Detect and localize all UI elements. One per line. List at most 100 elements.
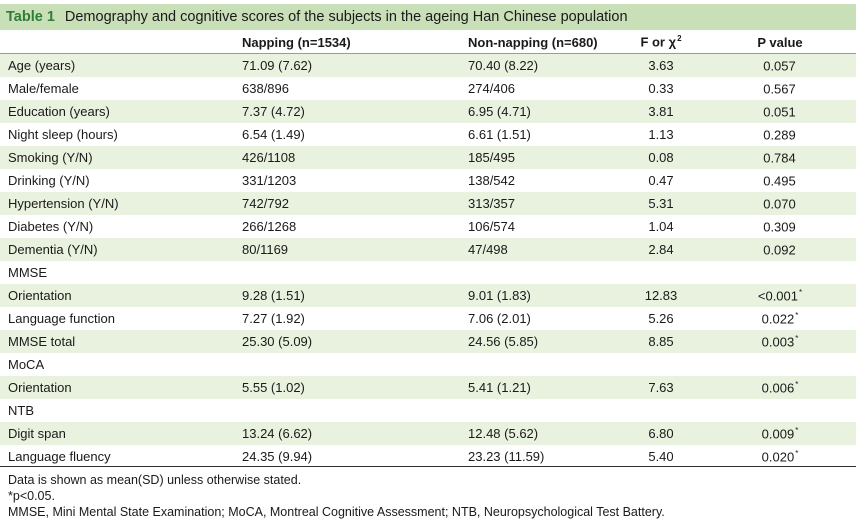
cell-napping: 5.55 (1.02) <box>234 376 460 399</box>
row-label: Orientation <box>0 376 234 399</box>
row-label-text: Digit span <box>8 426 66 441</box>
row-label-text: Orientation <box>8 380 72 395</box>
cell-non-napping: 7.06 (2.01) <box>460 307 618 330</box>
cell-p-value: 0.051 <box>704 100 856 123</box>
cell-non-napping-text: 70.40 (8.22) <box>468 58 539 73</box>
significance-marker: * <box>795 379 799 389</box>
row-label: Orientation <box>0 284 234 307</box>
cell-non-napping: 70.40 (8.22) <box>460 54 618 77</box>
cell-napping-text: 71.09 (7.62) <box>242 58 313 73</box>
cell-f-chi: 0.33 <box>618 77 704 100</box>
cell-non-napping-text: 185/495 <box>468 150 515 165</box>
cell-napping: 426/1108 <box>234 146 460 169</box>
cell-p-value: <0.001* <box>704 284 856 307</box>
significance-marker: * <box>799 287 803 297</box>
cell-napping-text: 331/1203 <box>242 173 297 188</box>
cell-f-chi: 0.47 <box>618 169 704 192</box>
table-row: Dementia (Y/N) 80/1169 47/498 2.84 0.092 <box>0 238 856 261</box>
table-row: Orientation 9.28 (1.51) 9.01 (1.83) 12.83 <0… <box>0 284 856 307</box>
cell-f-chi-text: 1.13 <box>648 127 674 142</box>
cell-p-value <box>704 399 856 422</box>
row-label: MMSE total <box>0 330 234 353</box>
cell-napping: 6.54 (1.49) <box>234 123 460 146</box>
cell-napping: 71.09 (7.62) <box>234 54 460 77</box>
table-row: Language function 7.27 (1.92) 7.06 (2.01) 5… <box>0 307 856 330</box>
cell-p-value-text: 0.784 <box>763 150 796 166</box>
cell-non-napping <box>460 353 618 376</box>
table-row: MMSE total 25.30 (5.09) 24.56 (5.85) 8.85 0.… <box>0 330 856 353</box>
table-row: MMSE <box>0 261 856 284</box>
cell-p-value-text: 0.006 <box>761 380 795 396</box>
row-label-text: Language function <box>8 311 115 326</box>
row-label: MoCA <box>0 353 234 376</box>
cell-non-napping-text: 7.06 (2.01) <box>468 311 531 326</box>
cell-p-value: 0.784 <box>704 146 856 169</box>
cell-non-napping-text: 313/357 <box>468 196 515 211</box>
cell-napping-text: 13.24 (6.62) <box>242 426 313 441</box>
cell-napping: 638/896 <box>234 77 460 100</box>
cell-non-napping: 138/542 <box>460 169 618 192</box>
row-label: Smoking (Y/N) <box>0 146 234 169</box>
row-label-text: Education (years) <box>8 104 110 119</box>
cell-non-napping-text: 23.23 (11.59) <box>468 449 545 464</box>
cell-non-napping-text: 9.01 (1.83) <box>468 288 531 303</box>
cell-napping: 9.28 (1.51) <box>234 284 460 307</box>
row-label-text: Night sleep (hours) <box>8 127 118 142</box>
row-label-text: Hypertension (Y/N) <box>8 196 119 211</box>
cell-napping-text: 25.30 (5.09) <box>242 334 313 349</box>
table-row: Male/female 638/896 274/406 0.33 0.567 <box>0 77 856 100</box>
header-f-chi-sup: 2 <box>677 34 682 44</box>
cell-f-chi-text: 1.04 <box>648 219 674 234</box>
row-label-text: Age (years) <box>8 58 76 73</box>
header-p-value: P value <box>757 34 803 50</box>
cell-napping-text: 7.27 (1.92) <box>242 311 305 326</box>
row-label: Age (years) <box>0 54 234 77</box>
cell-f-chi: 3.63 <box>618 54 704 77</box>
cell-f-chi <box>618 399 704 422</box>
row-label-text: Smoking (Y/N) <box>8 150 93 165</box>
cell-napping: 25.30 (5.09) <box>234 330 460 353</box>
cell-napping-text: 6.54 (1.49) <box>242 127 305 142</box>
header-napping: Napping (n=1534) <box>242 34 351 50</box>
cell-f-chi: 8.85 <box>618 330 704 353</box>
cell-p-value: 0.009* <box>704 422 856 445</box>
caption-text: Demography and cognitive scores of the s… <box>64 9 628 25</box>
cell-f-chi: 1.04 <box>618 215 704 238</box>
significance-marker: * <box>795 333 799 343</box>
table-row: Night sleep (hours) 6.54 (1.49) 6.61 (1.51… <box>0 123 856 146</box>
cell-non-napping: 5.41 (1.21) <box>460 376 618 399</box>
row-label: Language function <box>0 307 234 330</box>
cell-f-chi-text: 12.83 <box>644 288 678 303</box>
row-label: Language fluency <box>0 445 234 468</box>
cell-non-napping: 47/498 <box>460 238 618 261</box>
cell-p-value: 0.567 <box>704 77 856 100</box>
cell-p-value-text: 0.009 <box>761 426 795 442</box>
cell-p-value <box>704 261 856 284</box>
cell-p-value: 0.092 <box>704 238 856 261</box>
cell-non-napping: 106/574 <box>460 215 618 238</box>
row-label: Diabetes (Y/N) <box>0 215 234 238</box>
table-notes: Data is shown as mean(SD) unless otherwi… <box>8 472 665 520</box>
row-label-text: Orientation <box>8 288 72 303</box>
cell-f-chi-text: 2.84 <box>648 242 674 257</box>
table-row: Orientation 5.55 (1.02) 5.41 (1.21) 7.63 0.0… <box>0 376 856 399</box>
row-label-text: NTB <box>8 403 34 418</box>
cell-f-chi-text: 0.33 <box>648 81 674 96</box>
header-f-chi-text: F or χ <box>640 34 677 50</box>
row-label: NTB <box>0 399 234 422</box>
cell-napping: 331/1203 <box>234 169 460 192</box>
cell-f-chi: 5.40 <box>618 445 704 468</box>
cell-napping: 7.27 (1.92) <box>234 307 460 330</box>
note-line: *p<0.05. <box>8 489 55 503</box>
row-label-text: Male/female <box>8 81 79 96</box>
cell-p-value: 0.309 <box>704 215 856 238</box>
cell-p-value-text: 0.070 <box>763 196 796 212</box>
header-f-chi: F or χ2 <box>618 30 704 54</box>
cell-p-value-text: 0.092 <box>763 242 796 258</box>
cell-f-chi: 12.83 <box>618 284 704 307</box>
header-row: Napping (n=1534) Non-napping (n=680) F o… <box>0 30 856 54</box>
cell-non-napping: 274/406 <box>460 77 618 100</box>
cell-napping: 24.35 (9.94) <box>234 445 460 468</box>
cell-napping-text: 266/1268 <box>242 219 297 234</box>
table-row: Digit span 13.24 (6.62) 12.48 (5.62) 6.80 0.… <box>0 422 856 445</box>
